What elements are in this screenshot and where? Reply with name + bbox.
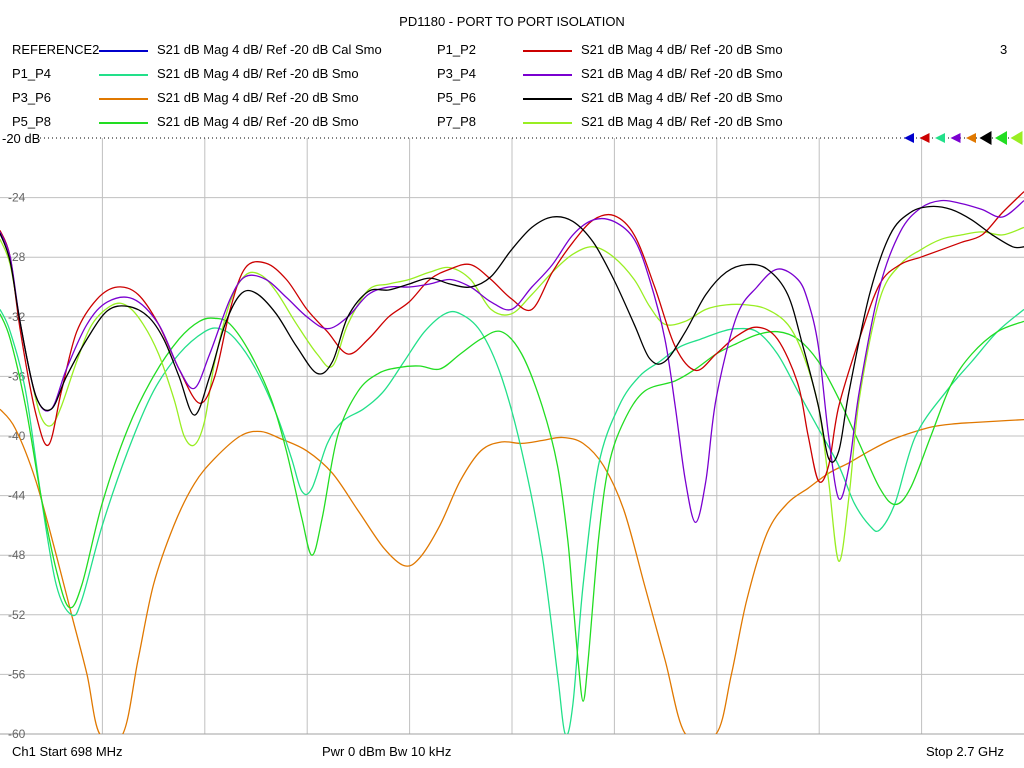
trace-p1-p2 <box>0 191 1024 483</box>
y-tick-label: -48 <box>8 548 26 562</box>
footer-stop: Stop 2.7 GHz <box>926 744 1005 759</box>
legend-name-p3-p6: P3_P6 <box>12 90 52 105</box>
chart-title: PD1180 - PORT TO PORT ISOLATION <box>399 14 625 29</box>
legend-row-4: P5_P8 S21 dB Mag 4 dB/ Ref -20 dB Smo P7… <box>0 114 1024 132</box>
legend-desc-p5-p8: S21 dB Mag 4 dB/ Ref -20 dB Smo <box>157 114 359 129</box>
channel-number: 3 <box>1000 42 1008 57</box>
trace-group <box>0 191 1024 734</box>
legend-name-p5-p8: P5_P8 <box>12 114 52 129</box>
legend-desc-p7-p8: S21 dB Mag 4 dB/ Ref -20 dB Smo <box>581 114 783 129</box>
legend-swatch-p1-p2 <box>523 50 572 52</box>
legend-swatch-p5-p6 <box>523 98 572 100</box>
footer-start: Ch1 Start 698 MHz <box>12 744 123 759</box>
legend-name-p1-p2: P1_P2 <box>437 42 477 57</box>
y-tick-label: -52 <box>8 608 26 622</box>
legend-desc-p5-p6: S21 dB Mag 4 dB/ Ref -20 dB Smo <box>581 90 783 105</box>
reference-marker-p5-p8 <box>995 131 1007 145</box>
legend-swatch-p5-p8 <box>99 122 148 124</box>
reference-marker-p5-p6 <box>979 131 992 145</box>
trace-p3-p4 <box>0 199 1024 524</box>
y-tick-label: -60 <box>8 727 26 741</box>
y-tick-label: -40 <box>8 429 26 443</box>
legend-desc-p3-p6: S21 dB Mag 4 dB/ Ref -20 dB Smo <box>157 90 359 105</box>
trace-p5-p8 <box>0 313 1024 702</box>
chart-grid <box>0 138 1024 735</box>
reference-marker-p3-p6 <box>966 133 976 143</box>
legend-desc-p3-p4: S21 dB Mag 4 dB/ Ref -20 dB Smo <box>581 66 783 81</box>
legend-name-p3-p4: P3_P4 <box>437 66 477 81</box>
reference-marker-p1-p4 <box>935 133 945 143</box>
footer-power-bandwidth: Pwr 0 dBm Bw 10 kHz <box>322 744 452 759</box>
legend-name-reference2: REFERENCE2 <box>12 42 100 57</box>
trace-p7-p8 <box>0 226 1024 562</box>
reference-marker-p3-p4 <box>950 133 961 143</box>
y-tick-label: -44 <box>8 489 26 503</box>
legend-swatch-p3-p6 <box>99 98 148 100</box>
legend-desc-p1-p2: S21 dB Mag 4 dB/ Ref -20 dB Smo <box>581 42 783 57</box>
y-tick-label: -24 <box>8 191 26 205</box>
reference-marker-reference2 <box>904 133 914 143</box>
y-tick-label: -32 <box>8 310 26 324</box>
reference-level-label: -20 dB <box>2 131 41 146</box>
y-tick-label: -56 <box>8 667 26 681</box>
reference-marker-p1-p2 <box>919 133 930 143</box>
legend-row-3: P3_P6 S21 dB Mag 4 dB/ Ref -20 dB Smo P5… <box>0 90 1024 108</box>
legend-name-p5-p6: P5_P6 <box>437 90 477 105</box>
legend-name-p7-p8: P7_P8 <box>437 114 477 129</box>
reference-marker-p7-p8 <box>1010 131 1023 145</box>
legend-row-1: REFERENCE2 S21 dB Mag 4 dB/ Ref -20 dB C… <box>0 42 1024 60</box>
legend-swatch-reference2 <box>99 50 148 52</box>
legend-desc-p1-p4: S21 dB Mag 4 dB/ Ref -20 dB Smo <box>157 66 359 81</box>
legend-swatch-p3-p4 <box>523 74 572 76</box>
legend-desc-reference2: S21 dB Mag 4 dB/ Ref -20 dB Cal Smo <box>157 42 382 57</box>
y-tick-label: -28 <box>8 250 26 264</box>
legend-swatch-p1-p4 <box>99 74 148 76</box>
reference-markers <box>904 131 1023 145</box>
legend-row-2: P1_P4 S21 dB Mag 4 dB/ Ref -20 dB Smo P3… <box>0 66 1024 84</box>
y-tick-labels: -24-28-32-36-40-44-48-52-56-60 <box>8 191 26 741</box>
trace-p1-p4 <box>0 308 1024 734</box>
legend-swatch-p7-p8 <box>523 122 572 124</box>
trace-p5-p6 <box>0 205 1024 463</box>
legend-name-p1-p4: P1_P4 <box>12 66 52 81</box>
